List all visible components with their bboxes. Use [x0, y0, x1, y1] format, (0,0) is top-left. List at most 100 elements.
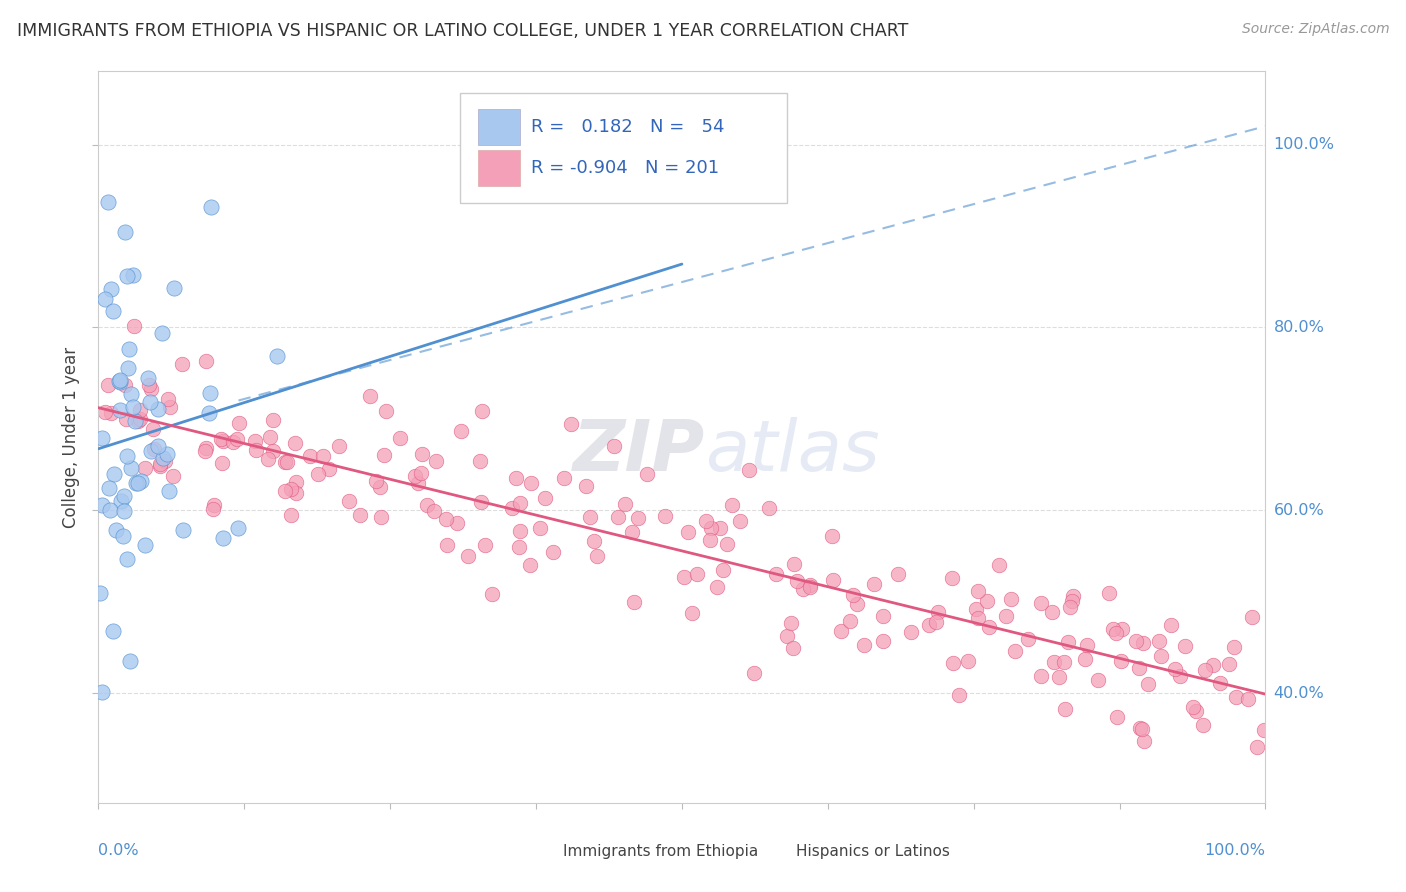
Point [863, 577, 886, 591]
Point [155, 454, 177, 468]
Point [389, 431, 412, 445]
Point [108, 373, 131, 387]
Point [1105, 710, 1128, 724]
Point [1101, 622, 1123, 636]
Point [1098, 586, 1121, 600]
Point [1062, 589, 1084, 603]
Point [138, 377, 160, 392]
Point [738, 463, 761, 477]
Point [585, 549, 607, 564]
Point [349, 508, 371, 523]
Point [98, 481, 121, 495]
Point [149, 459, 172, 474]
Point [211, 456, 233, 470]
Point [925, 615, 948, 629]
Point [1164, 662, 1187, 676]
Point [976, 593, 998, 607]
Point [471, 404, 494, 418]
Point [162, 468, 184, 483]
Point [138, 371, 160, 385]
Point [225, 432, 247, 446]
FancyBboxPatch shape [478, 109, 520, 145]
Point [434, 512, 457, 526]
Point [128, 403, 150, 417]
Point [209, 432, 232, 446]
Point [409, 467, 432, 481]
Point [1150, 649, 1173, 664]
Point [606, 510, 628, 524]
Point [115, 449, 138, 463]
Point [966, 610, 988, 624]
Point [299, 449, 322, 463]
Point [122, 401, 145, 415]
Text: 80.0%: 80.0% [1274, 320, 1324, 334]
Point [900, 624, 922, 639]
Point [446, 516, 468, 530]
Point [118, 342, 141, 356]
Point [1246, 740, 1268, 755]
Point [328, 439, 350, 453]
Point [686, 566, 709, 581]
Point [699, 533, 721, 548]
Point [942, 656, 965, 670]
Point [508, 540, 530, 554]
Point [141, 444, 163, 458]
Point [470, 454, 492, 468]
Text: Hispanics or Latinos: Hispanics or Latinos [796, 844, 950, 859]
Point [582, 533, 605, 548]
Point [110, 494, 132, 508]
Point [886, 566, 908, 581]
FancyBboxPatch shape [478, 151, 520, 186]
Point [1241, 609, 1264, 624]
Point [560, 417, 582, 432]
Point [318, 461, 340, 475]
Point [274, 483, 297, 498]
Point [112, 490, 135, 504]
Point [228, 416, 250, 430]
Point [152, 451, 174, 466]
Point [146, 439, 169, 453]
Point [1017, 632, 1039, 646]
Point [373, 448, 395, 462]
Point [520, 476, 543, 491]
Point [780, 616, 803, 631]
Point [118, 654, 141, 668]
Point [120, 461, 142, 475]
Point [846, 597, 869, 611]
Point [172, 523, 194, 537]
Point [170, 357, 193, 371]
Point [636, 467, 658, 481]
Point [1128, 661, 1150, 675]
Point [872, 608, 894, 623]
FancyBboxPatch shape [460, 94, 787, 203]
Point [149, 457, 172, 471]
Point [783, 558, 806, 572]
Point [1059, 600, 1081, 615]
Point [117, 361, 139, 376]
Point [872, 634, 894, 648]
Point [1209, 675, 1232, 690]
Point [716, 537, 738, 551]
Point [100, 282, 122, 296]
Point [156, 447, 179, 461]
Point [765, 567, 787, 582]
FancyBboxPatch shape [516, 836, 554, 866]
Point [1000, 591, 1022, 606]
Point [1185, 704, 1208, 718]
Point [1074, 652, 1097, 666]
Text: 100.0%: 100.0% [1274, 137, 1334, 152]
Text: R =   0.182   N =   54: R = 0.182 N = 54 [531, 118, 725, 136]
Point [212, 434, 235, 448]
Point [1076, 639, 1098, 653]
Point [101, 624, 124, 638]
Point [1149, 634, 1171, 648]
Point [948, 689, 970, 703]
Point [266, 349, 288, 363]
Point [470, 495, 492, 509]
Point [200, 386, 222, 401]
Point [128, 412, 150, 426]
Point [284, 485, 307, 500]
Point [312, 449, 335, 463]
Point [200, 200, 222, 214]
Text: R = -0.904   N = 201: R = -0.904 N = 201 [531, 160, 720, 178]
